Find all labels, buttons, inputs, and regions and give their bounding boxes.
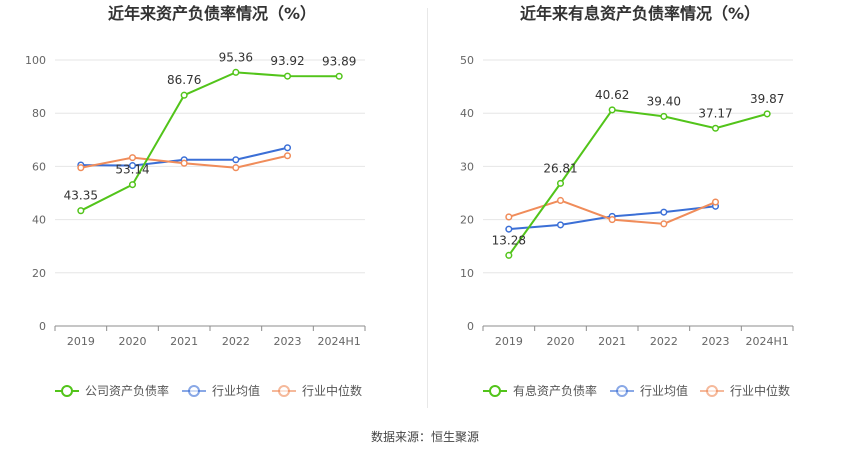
- left-line-own: [80, 71, 340, 212]
- left-point-industry_median: [180, 159, 188, 167]
- right-point-own: [711, 124, 720, 132]
- left-data-label: 93.89: [322, 54, 356, 68]
- right-legend-marker-industry_median: [706, 385, 718, 397]
- left-xtick-label: 2024H1: [318, 335, 361, 348]
- left-xtick-label: 2020: [119, 335, 147, 348]
- right-ytick-label: 0: [467, 320, 474, 333]
- left-point-industry_avg: [232, 156, 240, 164]
- source-text: 数据来源：恒生聚源: [370, 430, 479, 444]
- left-xtick-label: 2023: [274, 335, 302, 348]
- right-data-label: 26.81: [543, 161, 577, 175]
- left-point-industry_median: [232, 164, 240, 172]
- right-data-label: 39.40: [647, 94, 681, 108]
- right-ytick-label: 10: [460, 267, 474, 280]
- right-ytick-label: 20: [460, 214, 474, 227]
- left-ytick-label: 40: [32, 214, 46, 227]
- right-ytick-label: 50: [460, 54, 474, 67]
- left-data-label: 86.76: [167, 73, 201, 87]
- right-data-label: 40.62: [595, 88, 629, 102]
- left-ytick-label: 60: [32, 160, 46, 173]
- right-point-own: [608, 106, 616, 114]
- left-ytick-label: 80: [32, 107, 46, 120]
- left-point-own: [283, 72, 292, 80]
- right-legend-label-industry_avg: 行业均值: [640, 383, 688, 398]
- left-ytick-label: 20: [32, 267, 46, 280]
- left-data-label: 43.35: [64, 189, 98, 203]
- left-point-own: [128, 181, 137, 189]
- left-ytick-label: 0: [39, 320, 46, 333]
- right-point-industry_avg: [556, 221, 565, 229]
- left-data-label: 95.36: [219, 50, 253, 64]
- left-legend-marker-own: [61, 385, 73, 397]
- right-xtick-label: 2024H1: [746, 335, 789, 348]
- right-xtick-label: 2023: [702, 335, 730, 348]
- left-point-industry_median: [128, 154, 137, 162]
- right-ytick-label: 40: [460, 107, 474, 120]
- right-xtick-label: 2022: [650, 335, 678, 348]
- left-xtick-label: 2021: [170, 335, 198, 348]
- right-legend-label-industry_median: 行业中位数: [730, 383, 790, 398]
- right-title: 近年来有息资产负债率情况（%）: [520, 4, 760, 23]
- right-legend-marker-industry_avg: [616, 385, 628, 397]
- right-point-industry_median: [505, 213, 513, 221]
- right-ytick-label: 30: [460, 160, 474, 173]
- chart-interest-bearing-debt-ratio: 近年来有息资产负债率情况（%） 0 10 20 30 40 50 2019 2020 2021 20…: [460, 4, 794, 398]
- left-point-industry_avg: [283, 144, 292, 152]
- right-point-own: [505, 251, 513, 259]
- left-xtick-label: 2019: [67, 335, 95, 348]
- left-point-industry_median: [283, 152, 292, 160]
- right-data-label: 39.87: [750, 92, 784, 106]
- right-point-own: [763, 110, 771, 118]
- right-data-label: 13.28: [492, 233, 526, 247]
- left-xtick-label: 2022: [222, 335, 250, 348]
- right-point-own: [660, 112, 668, 120]
- right-xtick-label: 2019: [495, 335, 523, 348]
- right-xtick-label: 2021: [598, 335, 626, 348]
- left-legend-label-own: 公司资产负债率: [85, 383, 169, 398]
- right-point-industry_median: [608, 216, 616, 224]
- chart-debt-ratio: 近年来资产负债率情况（%） 0 20 40 60 80 100 2019 2020 2021 202…: [25, 4, 366, 398]
- right-legend-marker-own: [489, 385, 501, 397]
- right-data-label: 37.17: [698, 106, 732, 120]
- left-point-own: [232, 68, 240, 76]
- left-title: 近年来资产负债率情况（%）: [108, 4, 316, 23]
- left-data-label: 93.92: [270, 54, 304, 68]
- right-point-own: [556, 179, 565, 187]
- left-legend-label-industry_median: 行业中位数: [302, 383, 362, 398]
- left-point-industry_median: [77, 164, 85, 172]
- right-point-industry_median: [556, 196, 565, 204]
- right-point-industry_median: [660, 220, 668, 228]
- left-legend-marker-industry_avg: [188, 385, 200, 397]
- right-line-own: [508, 108, 768, 256]
- left-legend-marker-industry_median: [278, 385, 290, 397]
- left-ytick-label: 100: [25, 54, 46, 67]
- panel-divider: [427, 8, 428, 408]
- left-point-own: [335, 72, 343, 80]
- left-data-label: 53.14: [115, 163, 149, 177]
- left-point-own: [77, 207, 85, 215]
- left-legend-label-industry_avg: 行业均值: [212, 383, 260, 398]
- left-point-industry_avg: [128, 162, 137, 170]
- right-point-industry_avg: [660, 208, 668, 216]
- right-point-industry_median: [711, 198, 720, 206]
- left-point-own: [180, 91, 188, 99]
- right-xtick-label: 2020: [547, 335, 575, 348]
- right-legend-label-own: 有息资产负债率: [513, 383, 597, 398]
- right-point-industry_avg: [505, 225, 513, 233]
